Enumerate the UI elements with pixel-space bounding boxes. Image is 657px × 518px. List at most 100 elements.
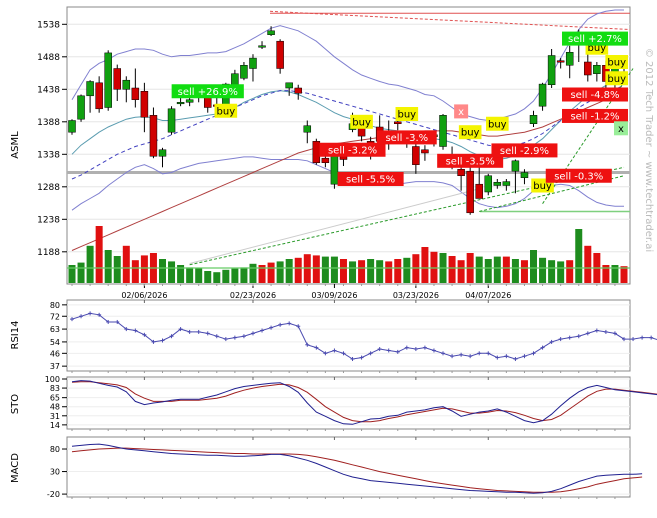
candle-body	[593, 65, 601, 74]
candle-body	[240, 65, 248, 79]
price-tick-label: 1438	[37, 85, 60, 95]
macd-panel-frame	[66, 436, 631, 498]
candle-body	[185, 99, 194, 103]
bollinger-upper-band	[71, 9, 624, 122]
candle-body	[520, 172, 529, 178]
candle-body	[276, 40, 284, 69]
volume-bar	[68, 265, 76, 283]
signal-box	[605, 55, 628, 69]
rsi-tick-label: 46	[50, 349, 60, 358]
signal-box	[454, 104, 469, 119]
volume-bar	[448, 256, 456, 283]
candle-body	[529, 115, 538, 125]
stochastic-k-line	[71, 380, 657, 425]
candle-body	[95, 82, 103, 110]
volume-bar	[349, 261, 357, 283]
signal-label: x	[458, 107, 464, 118]
volume-bar	[177, 265, 185, 283]
price-tick-label: 1538	[37, 20, 60, 30]
short-moving-average	[71, 84, 625, 180]
candle-body	[249, 57, 257, 69]
candle-body	[466, 170, 474, 214]
volume-bar	[249, 263, 257, 283]
volume-bar	[213, 272, 221, 283]
price-tick-label: 1488	[37, 53, 60, 63]
signal-box	[437, 153, 504, 168]
volume-bar	[285, 259, 293, 283]
signal-box	[605, 71, 628, 86]
volume-bar	[222, 269, 230, 283]
candle-body	[538, 83, 547, 107]
stochastic-tick-label: 83	[50, 384, 60, 393]
signal-label: buy	[607, 74, 626, 85]
volume-bar	[294, 257, 302, 283]
signal-label: sell -3.%	[385, 133, 428, 144]
signal-box	[337, 172, 404, 186]
signal-box	[350, 114, 373, 129]
axis-labels: 1188 1238 1288 1338 1388 1438 1488 1538 02/06/20…	[37, 20, 616, 499]
signal-box	[214, 103, 238, 118]
volume-bars	[67, 226, 630, 283]
volume-bar	[321, 256, 329, 283]
stochastic-tick-label: 48	[50, 403, 60, 412]
macd-tick-label: 80	[50, 445, 60, 454]
volume-bar	[566, 260, 574, 283]
stochastic-d-line	[71, 381, 657, 423]
signal-box	[562, 31, 628, 46]
rsi-tick-label: 72	[50, 312, 60, 321]
volume-bar	[520, 260, 528, 283]
signal-box	[562, 87, 628, 102]
volume-bar	[584, 245, 592, 283]
signal-label: buy	[217, 106, 236, 117]
volume-bar	[421, 247, 429, 283]
volume-bar	[122, 245, 130, 283]
signal-box	[614, 121, 628, 136]
volume-bar	[95, 226, 103, 283]
volume-bar	[611, 265, 619, 283]
volume-bar	[312, 255, 320, 283]
resistance-trendline	[269, 10, 631, 30]
price-tick-label: 1388	[37, 118, 60, 128]
volume-bar	[394, 259, 402, 283]
signal-label: sell -2.9%	[500, 146, 549, 157]
candle-body	[267, 30, 275, 35]
volume-bar	[267, 262, 275, 283]
long-moving-average	[71, 91, 625, 251]
x-tick-label: 02/06/2026	[121, 291, 167, 300]
rsi-panel-frame	[66, 299, 631, 372]
macd-series: -20 30 80	[47, 443, 643, 499]
volume-bar	[330, 256, 338, 283]
candle-body	[131, 87, 140, 100]
volume-bar	[539, 257, 547, 283]
volume-bar	[276, 261, 284, 283]
volume-bar	[204, 271, 212, 283]
candle-body	[457, 169, 465, 176]
signal-label: x	[618, 124, 624, 135]
signal-box	[395, 107, 419, 121]
candle-body	[312, 141, 321, 164]
candle-body	[149, 115, 158, 157]
volume-bar	[104, 250, 112, 283]
volume-bar	[231, 268, 239, 283]
volume-bar	[367, 259, 375, 283]
volume-bar	[168, 261, 176, 283]
volume-bar	[385, 261, 393, 283]
volume-bar	[158, 259, 166, 283]
watermark: © 2012 Tech Trader ~ www.techtrader.ai	[643, 48, 654, 252]
signal-label: buy	[588, 43, 607, 54]
candle-body	[547, 55, 556, 85]
rsi-tick-label: 80	[50, 301, 60, 310]
candle-body	[86, 81, 94, 97]
signal-label: sell +2.7%	[568, 34, 622, 45]
price-tick-label: 1238	[37, 215, 60, 225]
volume-bar	[195, 268, 203, 283]
signal-box	[171, 84, 244, 99]
price-tick-label: 1338	[37, 150, 60, 160]
volume-bar	[240, 267, 248, 283]
signal-label: buy	[533, 181, 552, 192]
signal-label: sell -3.5%	[446, 156, 495, 167]
candle-body	[140, 91, 149, 118]
stochastic-tick-label: 65	[50, 394, 60, 403]
candle-body	[412, 146, 420, 165]
